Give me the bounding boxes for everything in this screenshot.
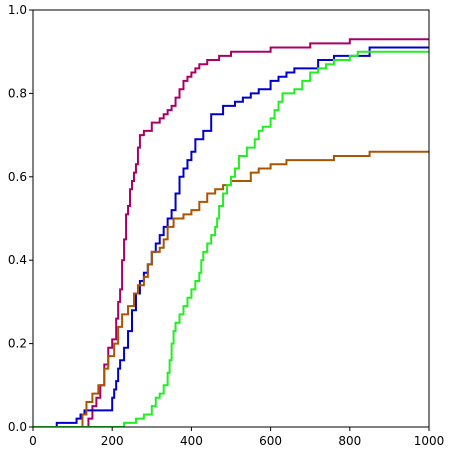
y-tick-label: 1.0	[8, 3, 27, 17]
y-tick-label: 0.4	[8, 253, 27, 267]
y-axis: 0.0 0.2 0.4 0.6 0.8 1.0	[8, 3, 33, 434]
y-tick-label: 0.0	[8, 420, 27, 434]
x-tick-label: 400	[180, 434, 203, 448]
series-line-3	[33, 150, 429, 427]
x-tick-label: 1000	[414, 434, 445, 448]
x-tick-label: 600	[259, 434, 282, 448]
y-tick-label: 0.8	[8, 86, 27, 100]
x-tick-label: 200	[101, 434, 124, 448]
series-line-2	[33, 46, 429, 427]
x-tick-label: 800	[338, 434, 361, 448]
y-tick-label: 0.2	[8, 337, 27, 351]
x-tick-label: 0	[29, 434, 37, 448]
series-layer	[33, 38, 429, 427]
y-tick-label: 0.6	[8, 170, 27, 184]
x-axis: 0 200 400 600 800 1000	[29, 427, 444, 448]
plot-area-frame	[32, 9, 430, 428]
series-line-4	[33, 50, 429, 427]
series-line-1	[33, 38, 429, 427]
